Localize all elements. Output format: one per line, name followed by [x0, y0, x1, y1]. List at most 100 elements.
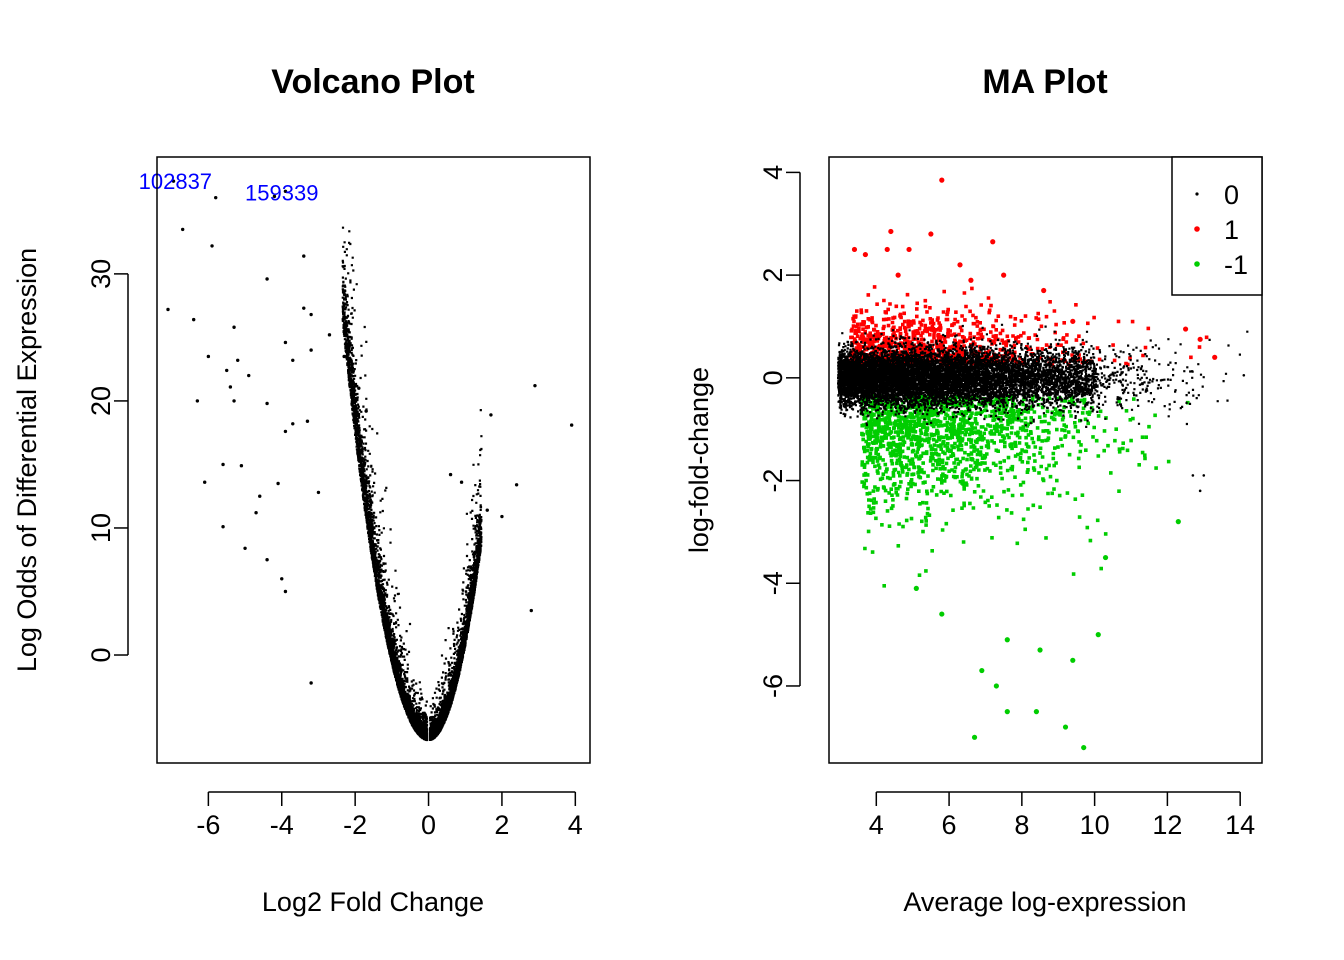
y-tick-label: 30 — [86, 259, 116, 289]
ma-point — [851, 246, 858, 253]
volcano-point — [459, 480, 464, 484]
ma-point — [939, 611, 945, 617]
ma-x-axis: 4 6 8 10 12 14 — [869, 791, 1255, 840]
x-tick-label: 8 — [1014, 810, 1029, 840]
ma-point-cloud — [837, 285, 1249, 588]
volcano-y-axis-label: Log Odds of Differential Expression — [12, 248, 42, 672]
legend-marker-1 — [1194, 226, 1200, 232]
ma-x-axis-label: Average log-expression — [903, 887, 1186, 917]
volcano-point — [171, 179, 176, 183]
volcano-point — [265, 401, 269, 406]
y-tick-label: 2 — [758, 268, 788, 283]
ma-point — [968, 277, 974, 283]
volcano-points — [166, 179, 574, 685]
volcano-point — [305, 419, 310, 423]
ma-point — [990, 239, 996, 245]
ma-point — [862, 251, 868, 258]
volcano-plot-frame — [156, 156, 591, 764]
volcano-point — [309, 681, 313, 685]
x-tick-label: -2 — [343, 810, 367, 840]
ma-points — [851, 177, 1246, 751]
legend-marker-minus1 — [1194, 261, 1200, 267]
ma-point — [913, 585, 919, 591]
volcano-point — [225, 368, 229, 373]
ma-plot-title: MA Plot — [982, 63, 1107, 101]
volcano-point — [236, 358, 240, 362]
ma-point — [939, 177, 945, 183]
volcano-y-axis: 0 10 20 30 — [86, 259, 129, 663]
x-tick-label: 4 — [568, 810, 583, 840]
volcano-point — [239, 464, 244, 468]
volcano-x-axis: -6 -4 -2 0 2 4 — [196, 791, 583, 840]
ma-legend-box — [1171, 156, 1263, 296]
x-tick-label: 12 — [1152, 810, 1182, 840]
ma-point — [906, 246, 912, 253]
volcano-point — [500, 514, 504, 519]
volcano-plot-title: Volcano Plot — [271, 63, 474, 101]
ma-point — [1175, 519, 1181, 525]
ma-legend: 0 1 -1 — [1171, 156, 1263, 296]
legend-marker-0 — [1195, 192, 1199, 196]
ma-y-axis-label: log-fold-change — [684, 367, 714, 553]
volcano-annotations: 102837 159339 — [139, 169, 319, 205]
ma-point — [888, 228, 894, 235]
ma-point — [1102, 554, 1109, 561]
ma-point — [979, 667, 985, 674]
volcano-point — [283, 589, 288, 594]
y-tick-label: -6 — [758, 674, 788, 698]
x-tick-label: 2 — [494, 810, 509, 840]
volcano-point — [206, 354, 211, 359]
ma-not-significant-points — [837, 323, 1249, 428]
ma-point — [971, 734, 978, 740]
ma-point — [928, 231, 934, 237]
ma-point — [1033, 709, 1040, 715]
volcano-point — [283, 429, 288, 434]
volcano-point — [302, 254, 306, 258]
legend-label-0: 0 — [1224, 180, 1239, 210]
x-tick-label: 6 — [942, 810, 957, 840]
volcano-point — [302, 306, 306, 310]
volcano-point — [283, 340, 288, 345]
ma-point — [1004, 637, 1010, 643]
ma-point — [1198, 489, 1202, 493]
volcano-point — [448, 472, 453, 477]
ma-point — [1037, 647, 1043, 653]
ma-point — [1062, 724, 1069, 730]
volcano-point — [228, 385, 233, 389]
volcano-point — [191, 317, 196, 322]
volcano-point — [195, 399, 200, 403]
volcano-point — [309, 348, 313, 352]
volcano-point — [232, 325, 236, 329]
volcano-point — [342, 354, 346, 359]
volcano-point — [221, 524, 225, 529]
volcano-point — [280, 577, 284, 581]
x-tick-label: -6 — [196, 810, 220, 840]
volcano-point — [514, 483, 519, 487]
volcano-point — [316, 490, 321, 495]
volcano-point — [247, 373, 251, 378]
volcano-point — [276, 481, 280, 486]
volcano-point — [327, 333, 332, 337]
ma-point — [1095, 632, 1101, 638]
volcano-point — [166, 307, 170, 312]
y-tick-label: 10 — [86, 513, 116, 543]
y-tick-label: -2 — [758, 469, 788, 493]
ma-point — [1004, 709, 1010, 715]
volcano-point — [357, 386, 361, 390]
volcano-point — [232, 399, 236, 403]
ma-point — [957, 262, 963, 268]
volcano-point — [265, 277, 269, 281]
volcano-point — [272, 194, 277, 199]
volcano-point — [254, 511, 258, 515]
y-tick-label: -4 — [758, 571, 788, 595]
y-tick-label: 4 — [758, 165, 788, 180]
y-tick-label: 20 — [86, 386, 116, 416]
volcano-point — [489, 413, 493, 417]
ma-point — [1081, 744, 1087, 751]
ma-point — [895, 272, 901, 278]
legend-label-minus1: -1 — [1224, 250, 1248, 280]
volcano-point — [529, 608, 533, 613]
x-tick-label: 0 — [421, 810, 436, 840]
ma-point — [1197, 336, 1203, 342]
